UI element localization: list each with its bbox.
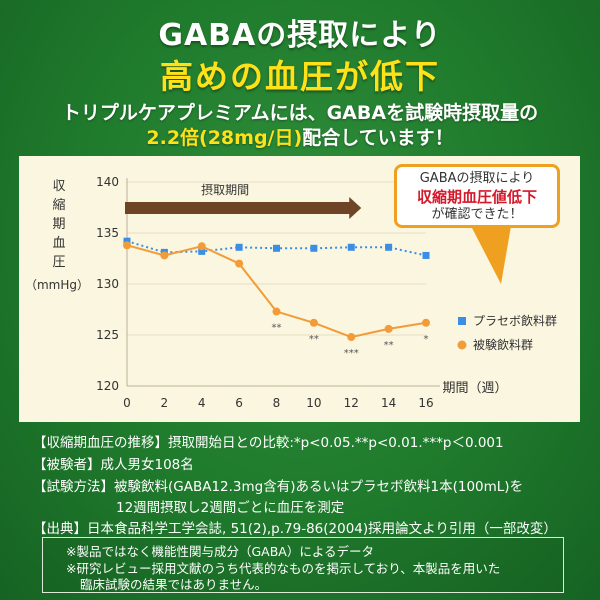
y-tick-label: 140	[96, 175, 119, 189]
intake-period-arrow	[125, 197, 362, 219]
x-tick-label: 8	[273, 396, 281, 410]
x-axis-label: 期間（週）	[442, 381, 507, 396]
bp-chart: 120 125 130 135 140 0 2 4 6 8 10 12 14 16 収縮期血圧 （mmHg） 期…	[25, 175, 557, 410]
test-data-point	[422, 318, 430, 327]
x-tick-label: 12	[344, 396, 359, 410]
test-data-point	[197, 242, 206, 251]
callout-line-1: GABAの摂取により	[419, 171, 535, 186]
x-tick-label: 4	[198, 396, 206, 410]
placebo-data-point	[198, 247, 206, 255]
legend-label-placebo: プラセボ飲料群	[473, 313, 557, 328]
test-data-point	[272, 307, 281, 316]
note-method-cont: 12週間摂取し2週間ごとに血圧を測定	[116, 500, 345, 516]
x-tick-label: 0	[123, 396, 131, 410]
disclaimer-line-1: ※製品ではなく機能性関与成分（GABA）によるデータ	[66, 544, 374, 559]
intake-period-label: 摂取期間	[201, 182, 249, 197]
y-axis-label-char: 血	[52, 236, 65, 251]
note-bp-trend: 【収縮期血圧の推移】摂取開始日との比較:*p<0.05.**p<0.01.***…	[33, 435, 504, 451]
x-tick-label: 14	[381, 396, 396, 410]
subheadline-2: 2.2倍(28mg/日)配合しています！	[0, 123, 600, 150]
callout-line-2: 収縮期血圧値低下	[416, 188, 537, 206]
headline-bp-lowered: 高めの血圧が低下	[160, 57, 440, 96]
headline-gaba-intake: GABAの摂取により	[158, 18, 442, 53]
significance-mark: **	[309, 334, 319, 345]
disclaimer-line-3: 臨床試験の結果ではありません。	[80, 577, 268, 592]
placebo-data-point	[273, 244, 280, 252]
callout-pointer	[471, 226, 511, 284]
y-tick-label: 130	[96, 277, 119, 291]
y-axis-label-char: 縮	[52, 197, 65, 213]
test-data-point	[123, 241, 131, 250]
placebo-data-point	[422, 251, 430, 259]
y-tick-label: 135	[96, 226, 119, 240]
test-data-point	[309, 318, 318, 327]
placebo-data-point	[347, 243, 355, 251]
significance-mark: *	[424, 334, 429, 345]
y-axis-unit: （mmHg）	[25, 278, 89, 292]
significance-mark: **	[272, 323, 282, 334]
x-tick-label: 2	[161, 396, 169, 410]
y-tick-label: 125	[96, 328, 119, 342]
note-subjects: 【被験者】成人男女108名	[33, 457, 194, 473]
placebo-data-point	[310, 244, 318, 252]
note-source: 【出典】日本食品科学工学会誌, 51(2),p.79-86(2004)採用論文よ…	[33, 521, 557, 537]
significance-mark: ***	[344, 348, 359, 359]
placebo-data-point	[235, 243, 243, 251]
result-callout: GABAの摂取により 収縮期血圧値低下 が確認できた！	[394, 164, 560, 228]
x-tick-label: 6	[235, 396, 243, 410]
x-tick-label: 16	[418, 396, 433, 410]
note-method: 【試験方法】被験飲料(GABA12.3mg含有)あるいはプラセボ飲料1本(100…	[33, 479, 524, 495]
y-axis-label-char: 収	[52, 179, 65, 194]
y-axis-label-char: 期	[52, 217, 65, 232]
legend-label-test: 被験飲料群	[473, 337, 533, 352]
subheadline-2-rest: 配合しています！	[302, 127, 454, 149]
disclaimer-box	[42, 537, 564, 593]
legend-swatch-placebo	[458, 317, 466, 325]
test-data-point	[347, 333, 356, 342]
significance-mark: **	[384, 340, 394, 351]
disclaimer-line-2: ※研究レビュー採用文献のうち代表的なものを掲示しており、本製品を用いた	[66, 561, 501, 576]
callout-line-3: が確認できた！	[431, 207, 523, 222]
x-tick-label: 10	[306, 396, 321, 410]
test-data-point	[160, 251, 169, 260]
test-data-point	[235, 259, 244, 268]
test-data-point	[384, 324, 393, 333]
y-axis-label-char: 圧	[52, 255, 65, 270]
y-tick-label: 120	[96, 379, 119, 393]
placebo-data-point	[123, 237, 131, 245]
legend-swatch-test	[457, 340, 467, 350]
subheadline-1: トリプルケアプレミアムには、GABAを試験時摂取量の	[61, 102, 539, 124]
dose-highlight: 2.2倍(28mg/日)	[146, 127, 303, 149]
placebo-data-point	[385, 243, 393, 251]
